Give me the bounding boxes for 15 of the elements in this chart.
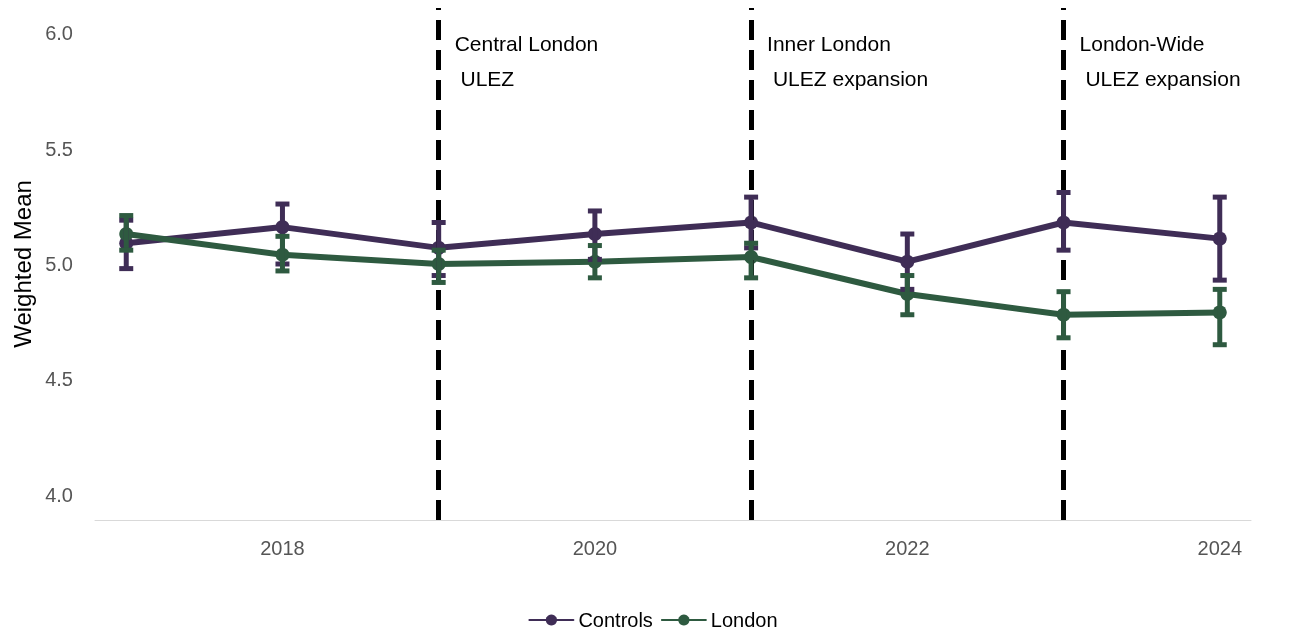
y-tick-label: 4.0 <box>45 483 73 506</box>
ref-line-label: Central London ULEZ <box>454 32 599 90</box>
x-tick-label: 2022 <box>885 537 930 559</box>
legend-label: London <box>710 609 778 631</box>
x-tick-label: 2018 <box>260 537 305 559</box>
ref-line-label: Inner London ULEZ expansion <box>767 32 929 90</box>
x-tick-label: 2020 <box>572 537 618 559</box>
y-tick-label: 4.5 <box>45 368 73 391</box>
y-tick-label: 5.5 <box>45 137 73 160</box>
x-tick-label: 2024 <box>1197 537 1243 559</box>
legend-label: Controls <box>578 609 653 631</box>
y-tick-label: 6.0 <box>45 22 73 45</box>
y-tick-label: 5.0 <box>45 253 73 275</box>
ref-line-label: London-Wide ULEZ expansion <box>1079 32 1241 90</box>
y-axis-title: Weighted Mean <box>8 180 36 348</box>
